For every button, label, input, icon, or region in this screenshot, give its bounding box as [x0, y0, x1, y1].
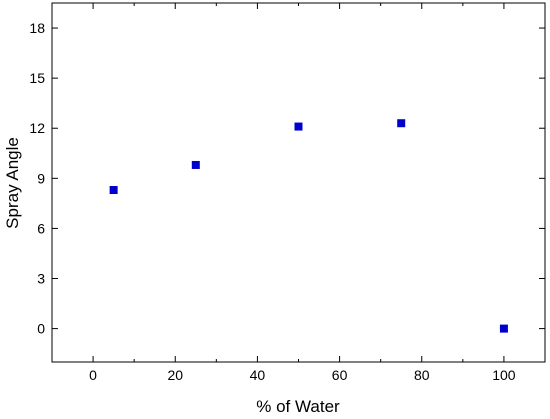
- data-points: [109, 119, 508, 333]
- y-tick-label: 12: [29, 120, 45, 136]
- x-tick-label: 0: [89, 367, 97, 383]
- plot-frame: [51, 2, 546, 363]
- x-tick-label: 40: [250, 367, 266, 383]
- tick-labels: 0 20 40 60 80 100 0 3 6 9 12 15 18: [29, 20, 515, 383]
- x-tick-label: 20: [167, 367, 183, 383]
- y-tick-label: 15: [29, 70, 45, 86]
- x-tick-label: 60: [332, 367, 348, 383]
- y-tick-label: 9: [37, 170, 45, 186]
- x-axis-label: % of Water: [256, 397, 340, 416]
- y-tick-label: 0: [37, 321, 45, 337]
- data-point: [191, 160, 200, 169]
- x-tick-label: 100: [492, 367, 516, 383]
- x-tick-label: 80: [414, 367, 430, 383]
- data-point: [499, 324, 508, 333]
- data-point: [109, 186, 118, 195]
- y-axis-label: Spray Angle: [3, 137, 22, 229]
- y-tick-label: 6: [37, 220, 45, 236]
- y-tick-label: 18: [29, 20, 45, 36]
- data-point: [397, 119, 406, 128]
- y-tick-label: 3: [37, 271, 45, 287]
- axis-ticks: [52, 3, 545, 362]
- data-point: [294, 122, 303, 131]
